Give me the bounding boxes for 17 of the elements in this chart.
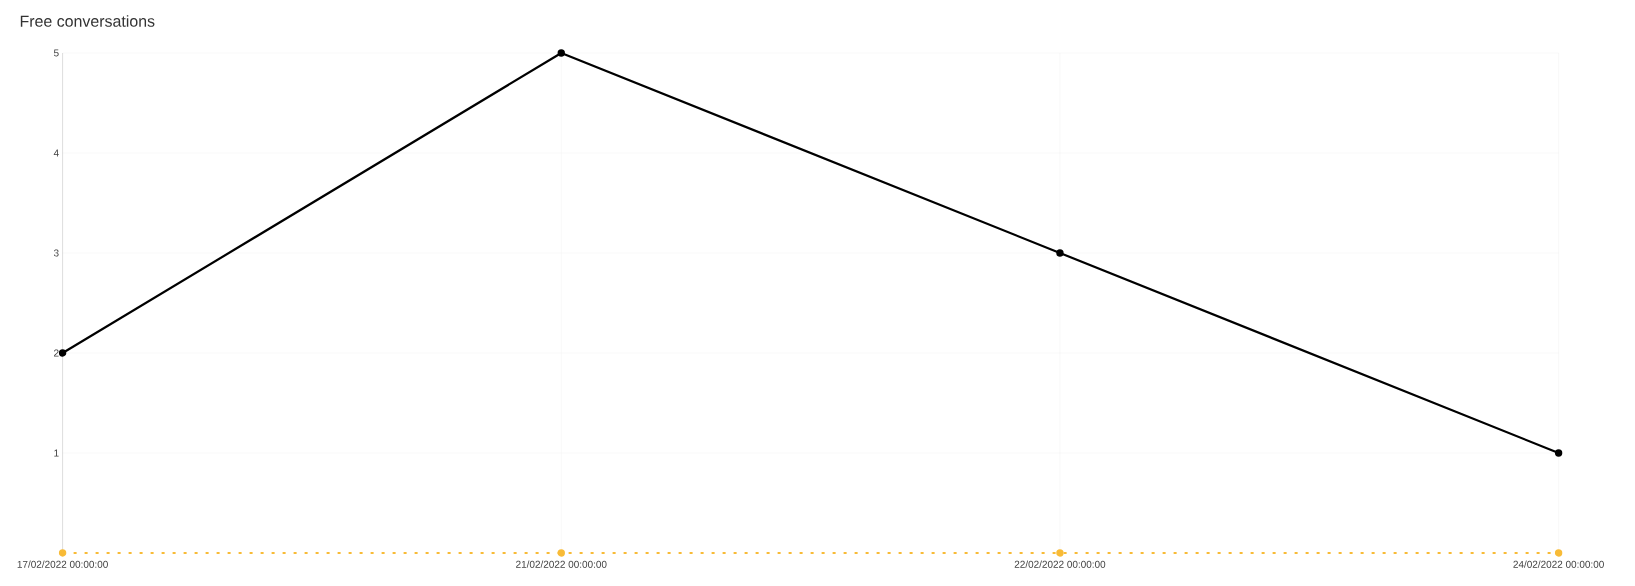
point — [1554, 449, 1563, 457]
y-tick-label: 3 — [53, 249, 59, 257]
point — [1056, 249, 1064, 257]
x-tick-label: 24/02/2022 00:00:00 — [1513, 560, 1604, 568]
x-tick-label: 21/02/2022 00:00:00 — [516, 560, 607, 568]
y-tick-label: 1 — [54, 449, 59, 457]
x-tick-label: 22/02/2022 00:00:00 — [1014, 560, 1106, 568]
point — [1554, 549, 1563, 557]
point — [1056, 549, 1064, 557]
point — [557, 49, 565, 57]
chart-title: Free conversations — [20, 15, 155, 27]
point — [557, 549, 565, 557]
point — [58, 549, 67, 557]
y-tick-label: 5 — [53, 49, 59, 57]
y-tick-label: 4 — [53, 149, 59, 157]
x-tick-label: 17/02/2022 00:00:00 — [17, 560, 108, 568]
y-tick-label: 2 — [54, 349, 59, 357]
